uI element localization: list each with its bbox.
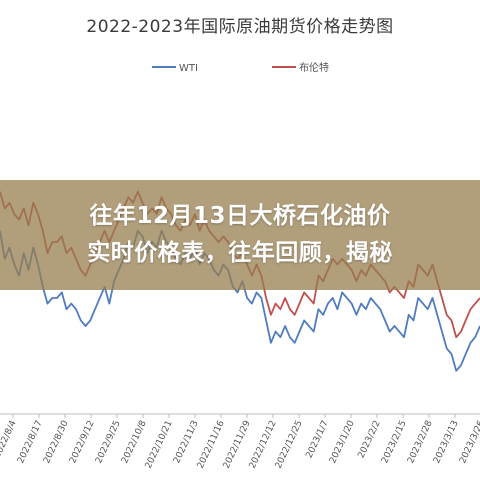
overlay-headline: 往年12月13日大桥石化油价 实时价格表，往年回顾，揭秘 [0,198,480,272]
x-tick-label: 2022/11/29 [222,419,253,470]
x-tick-label: 2022/11/3 [172,419,201,465]
chart-legend: WTI 布伦特 [152,61,329,74]
x-tick-label: 2022/12/12 [248,419,279,470]
x-tick-label: 2022/12/25 [274,419,305,470]
x-tick-label: 2023/2/28 [406,419,435,465]
x-tick-label: 2023/1/20 [328,419,357,465]
x-tick-label: 2023/2/2 [357,419,383,460]
overlay-headline-line-2: 实时价格表，往年回顾，揭秘 [87,240,393,266]
x-tick-label: 2023/2/15 [380,419,409,465]
x-tick-labels: 2022/8/42022/8/172022/8/302022/9/122022/… [0,414,480,470]
x-tick-label: 2022/11/16 [196,419,227,470]
x-tick-label: 2022/8/30 [42,419,71,465]
overlay-headline-line-1: 往年12月13日大桥石化油价 [89,203,391,229]
legend-label-1: 布伦特 [299,61,329,74]
x-tick-label: 2023/3/26 [458,419,480,465]
x-tick-label: 2022/8/17 [16,419,45,465]
x-tick-label: 2023/3/13 [432,419,461,465]
legend-label-0: WTI [179,63,198,74]
x-tick-label: 2023/1/7 [305,419,331,460]
x-tick-label: 2022/9/25 [94,419,123,465]
x-tick-label: 2022/10/8 [120,419,149,465]
x-tick-label: 2022/9/12 [68,419,97,465]
chart-title: 2022-2023年国际原油期货价格走势图 [86,17,394,37]
x-tick-label: 2022/8/4 [0,419,19,460]
title-overlay-band [0,180,480,290]
x-tick-label: 2022/10/21 [144,419,175,470]
